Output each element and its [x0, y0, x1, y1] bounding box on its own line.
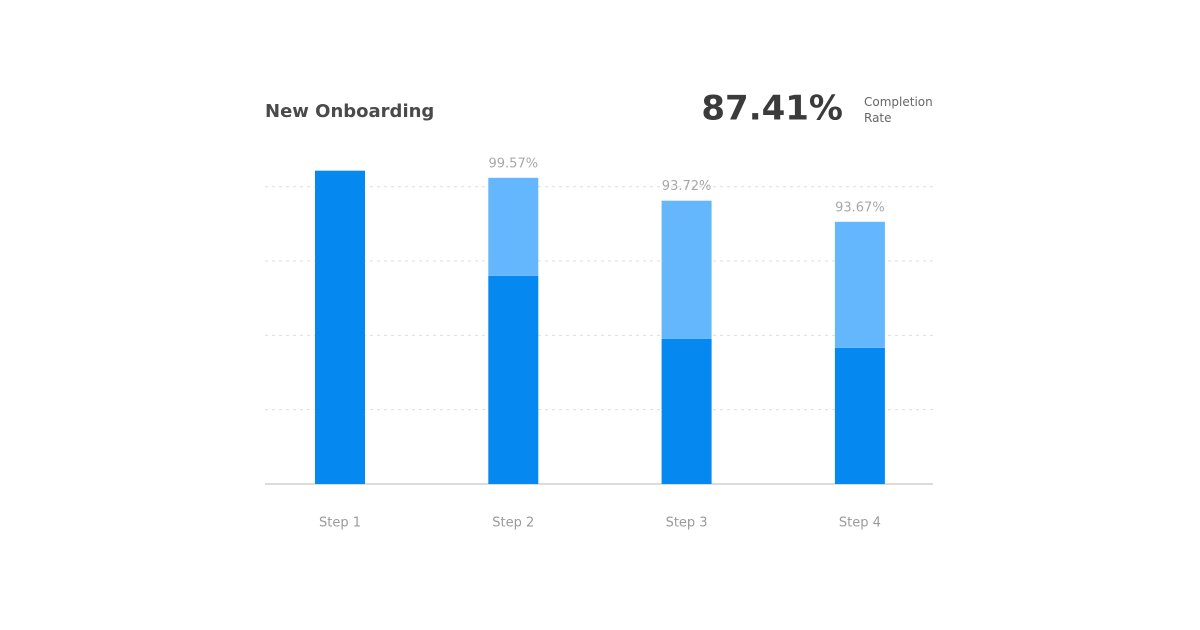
x-tick-label: Step 4 — [839, 516, 881, 531]
chart-title: New Onboarding — [265, 101, 434, 122]
rate-label: 93.67% — [835, 200, 885, 215]
bar-segment — [834, 221, 885, 348]
rate-label: 99.57% — [489, 156, 539, 171]
bar-segment — [661, 200, 712, 339]
x-tick-label: Step 2 — [492, 516, 534, 531]
bar-segment — [488, 275, 539, 484]
bar-segment — [488, 177, 539, 276]
x-tick-label: Step 1 — [319, 516, 361, 531]
completion-label: Completion Rate — [864, 95, 933, 125]
completion-rate: 87.41% — [701, 89, 843, 129]
bar-segment — [315, 170, 365, 484]
rate-label: 93.72% — [662, 179, 712, 194]
bar-segment — [834, 347, 885, 484]
bar-segment — [661, 338, 712, 484]
x-tick-label: Step 3 — [666, 516, 708, 531]
